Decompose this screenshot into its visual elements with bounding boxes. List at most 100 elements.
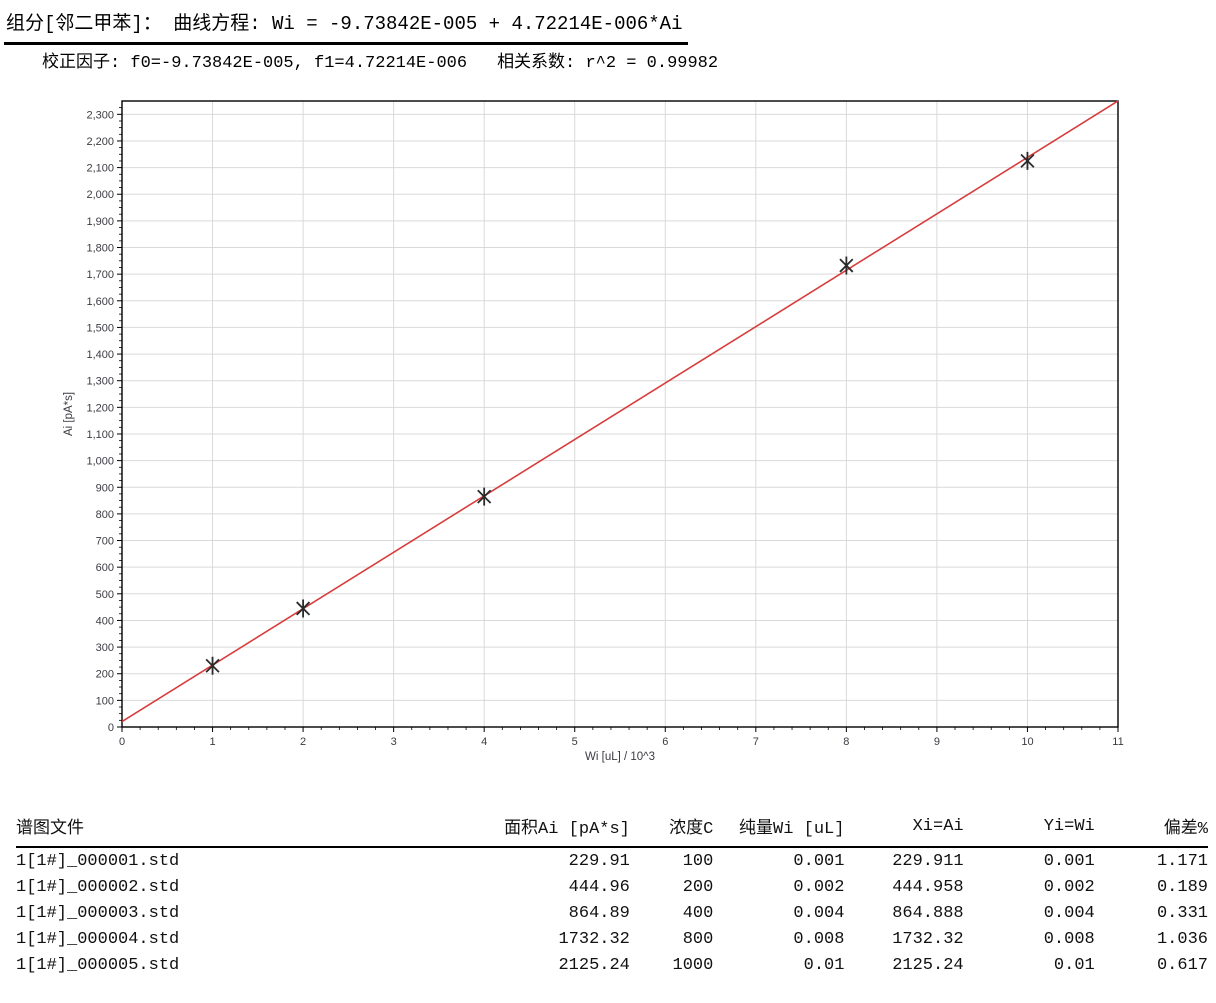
value-cell: 0.002 — [793, 878, 845, 897]
table-row: 1[1#]_000005.std 2125.24 1000 0.01 2125.24 0.… — [16, 952, 1208, 978]
value-cell: 229.911 — [892, 852, 964, 871]
y-tick-label: 1,600 — [86, 296, 114, 308]
column-header-4: Xi=Ai — [844, 809, 964, 848]
x-tick-label: 2 — [300, 736, 306, 748]
report-subtitle: 校正因子: f0=-9.73842E-005, f1=4.72214E-006 相… — [42, 53, 1216, 75]
report-title: 组分[邻二甲苯]： 曲线方程: Wi = -9.73842E-005 + 4.7… — [4, 12, 689, 45]
value-cell: 444.96 — [568, 878, 630, 897]
data-point-marker — [839, 256, 854, 275]
y-tick-label: 400 — [96, 615, 114, 627]
value-cell: 0.001 — [1043, 852, 1095, 871]
y-axis-title: Ai [pA*s] — [63, 392, 75, 436]
table-row: 1[1#]_000003.std 864.89 400 0.004 864.888 0.0… — [16, 900, 1208, 926]
table-row: 1[1#]_000002.std 444.96 200 0.002 444.958 0.0… — [16, 874, 1208, 900]
x-tick-label: 3 — [391, 736, 397, 748]
y-tick-label: 100 — [96, 695, 114, 707]
value-cell: 0.01 — [1053, 956, 1095, 975]
y-tick-label: 200 — [96, 669, 114, 681]
value-cell: 0.002 — [1043, 878, 1095, 897]
value-cell: 200 — [682, 878, 714, 897]
header-row: 谱图文件 面积Ai [pA*s] 浓度C 纯量Wi [uL] Xi=Ai Yi=Wi 偏差% — [16, 809, 1208, 848]
marker-stroke — [296, 601, 311, 616]
marker-stroke — [1020, 153, 1035, 168]
y-tick-label: 0 — [108, 722, 114, 734]
x-tick-label: 6 — [662, 736, 668, 748]
column-header-2: 浓度C — [629, 809, 714, 848]
y-tick-label: 1,100 — [86, 429, 114, 441]
value-cell: 800 — [682, 930, 714, 949]
column-header-0: 谱图文件 — [16, 809, 493, 848]
marker-stroke — [839, 258, 854, 273]
table-row: 1[1#]_000004.std 1732.32 800 0.008 1732.32 0.… — [16, 926, 1208, 952]
file-name-cell: 1[1#]_000001.std — [16, 852, 180, 871]
y-tick-label: 1,300 — [86, 376, 114, 388]
marker-stroke — [477, 489, 492, 504]
x-tick-label: 0 — [119, 736, 125, 748]
x-tick-label: 4 — [481, 736, 487, 748]
marker-stroke — [205, 658, 220, 673]
y-tick-label: 1,700 — [86, 269, 114, 281]
x-tick-label: 9 — [934, 736, 940, 748]
calibration-chart: 0 100 200 300 400 500 600 700 800 900 1,000 1,100 1,… — [56, 91, 1216, 781]
y-tick-label: 700 — [96, 536, 114, 548]
x-axis-title: Wi [uL] / 10^3 — [585, 751, 655, 763]
y-tick-label: 900 — [96, 482, 114, 494]
y-tick-label: 1,800 — [86, 243, 114, 255]
value-cell: 0.008 — [1043, 930, 1095, 949]
y-tick-label: 1,900 — [86, 216, 114, 228]
value-cell: 1000 — [672, 956, 714, 975]
y-tick-label: 1,500 — [86, 322, 114, 334]
y-tick-label: 600 — [96, 562, 114, 574]
value-cell: 0.331 — [1156, 904, 1208, 923]
x-tick-label: 5 — [572, 736, 578, 748]
value-cell: 229.91 — [568, 852, 630, 871]
correlation-coefficient: 相关系数: r^2 = 0.99982 — [497, 54, 719, 73]
file-name-cell: 1[1#]_000003.std — [16, 904, 180, 923]
file-name-cell: 1[1#]_000005.std — [16, 956, 180, 975]
results-table: 谱图文件 面积Ai [pA*s] 浓度C 纯量Wi [uL] Xi=Ai Yi=Wi 偏差%… — [16, 809, 1208, 978]
data-point-marker — [1020, 151, 1035, 170]
file-name-cell: 1[1#]_000002.std — [16, 878, 180, 897]
x-tick-label: 10 — [1021, 736, 1033, 748]
calibration-factors: 校正因子: f0=-9.73842E-005, f1=4.72214E-006 — [42, 54, 468, 73]
y-tick-label: 2,300 — [86, 109, 114, 121]
fit-line — [121, 100, 1119, 723]
data-point-marker — [477, 487, 492, 506]
x-tick-label: 7 — [753, 736, 759, 748]
y-tick-label: 1,200 — [86, 402, 114, 414]
x-tick-label: 8 — [843, 736, 849, 748]
value-cell: 1732.32 — [558, 930, 630, 949]
value-cell: 0.01 — [803, 956, 845, 975]
value-cell: 0.001 — [793, 852, 845, 871]
value-cell: 1.171 — [1156, 852, 1208, 871]
y-tick-label: 300 — [96, 642, 114, 654]
column-header-5: Yi=Wi — [963, 809, 1095, 848]
y-tick-label: 500 — [96, 589, 114, 601]
y-tick-label: 1,000 — [86, 456, 114, 468]
column-header-6: 偏差% — [1094, 809, 1208, 848]
column-header-1: 面积Ai [pA*s] — [492, 809, 630, 848]
value-cell: 0.189 — [1156, 878, 1208, 897]
x-tick-label: 1 — [209, 736, 215, 748]
value-cell: 0.617 — [1156, 956, 1208, 975]
value-cell: 2125.24 — [558, 956, 630, 975]
value-cell: 0.004 — [793, 904, 845, 923]
data-point-marker — [205, 656, 220, 675]
value-cell: 100 — [682, 852, 714, 871]
value-cell: 444.958 — [892, 878, 964, 897]
y-tick-label: 800 — [96, 509, 114, 521]
calibration-chart-svg: 01002003004005006007008009001,0001,1001,… — [63, 100, 1124, 763]
data-point-marker — [296, 599, 311, 618]
report-header: 组分[邻二甲苯]： 曲线方程: Wi = -9.73842E-005 + 4.7… — [0, 0, 1216, 75]
file-name-cell: 1[1#]_000004.std — [16, 930, 180, 949]
y-tick-label: 2,000 — [86, 189, 114, 201]
table-row: 1[1#]_000001.std 229.91 100 0.001 229.911 0.0… — [16, 847, 1208, 874]
results-table-header: 谱图文件 面积Ai [pA*s] 浓度C 纯量Wi [uL] Xi=Ai Yi=Wi 偏差% — [16, 809, 1208, 848]
results-table-body: 1[1#]_000001.std 229.91 100 0.001 229.911 0.0… — [16, 847, 1208, 978]
value-cell: 864.888 — [892, 904, 964, 923]
x-tick-label: 11 — [1112, 736, 1123, 748]
value-cell: 1732.32 — [892, 930, 964, 949]
y-tick-label: 2,200 — [86, 136, 114, 148]
value-cell: 1.036 — [1156, 930, 1208, 949]
